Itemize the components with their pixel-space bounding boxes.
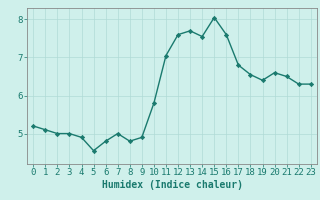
X-axis label: Humidex (Indice chaleur): Humidex (Indice chaleur) [101,180,243,190]
